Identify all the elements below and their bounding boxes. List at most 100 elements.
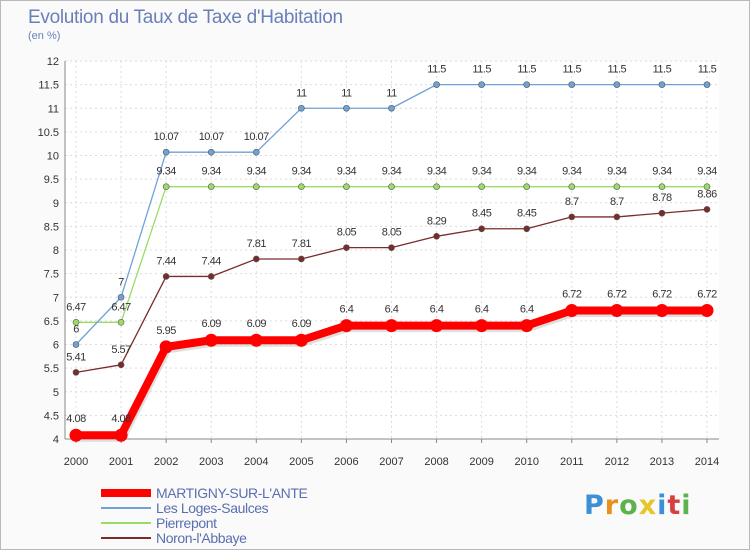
data-label: 8.45 [472,208,492,220]
data-label: 5.57 [111,344,131,356]
data-label: 6.47 [111,301,131,313]
x-tick-label: 2014 [695,456,719,468]
data-point [343,104,350,112]
data-label: 11 [341,87,352,99]
data-label: 11.5 [608,64,627,76]
x-tick-label: 2006 [334,456,358,468]
legend-swatch [101,536,151,539]
x-tick-label: 2003 [199,456,223,468]
data-label: 5.41 [66,351,86,363]
data-point [613,183,621,190]
axis-layer: 4 4.5 5 5.5 6 6.5 7 7.5 8 8.5 9 9.5 10 10.5 11 11.5 12 20… [38,56,720,468]
data-label: 10.07 [154,131,179,143]
data-point [703,81,711,88]
data-point [385,319,398,333]
y-tick-label: 8 [53,245,59,257]
y-tick-label: 11 [48,103,59,115]
data-label: 9.34 [156,166,176,178]
data-point [478,81,485,88]
x-tick-label: 2010 [514,456,538,468]
data-point [433,232,440,240]
legend-swatch [101,488,151,497]
y-tick-label: 11.5 [38,80,59,92]
data-point [613,81,621,88]
data-point [388,183,395,190]
y-tick-label: 4.5 [44,410,59,422]
legend-label: Les Loges-Saulces [156,499,269,516]
legend-label: MARTIGNY-SUR-L'ANTE [156,484,308,501]
data-point [520,319,534,333]
data-label: 6.09 [202,318,222,330]
data-point [252,255,260,263]
x-tick-label: 2000 [64,456,88,468]
logo-letter: P [584,490,605,521]
data-point [658,81,666,88]
data-label: 9.34 [697,166,717,178]
legend-label: Pierrepont [156,514,217,531]
data-label: 9.34 [247,166,267,178]
data-label: 10.07 [244,131,269,143]
data-label: 9.34 [517,166,537,178]
y-tick-label: 10 [47,151,59,163]
data-point [613,213,621,221]
data-label: 11.5 [562,64,581,76]
data-point [388,244,395,251]
data-label: 8.86 [697,188,717,200]
data-point [475,319,489,333]
data-point [159,340,173,354]
data-point [298,104,305,112]
data-label: 8.05 [337,227,357,239]
x-tick-label: 2002 [154,456,178,468]
data-point [294,333,308,347]
data-point [117,361,125,369]
data-label: 11.5 [698,64,717,76]
data-point [207,273,215,280]
data-label-layer: 4.08 4.08 5.95 6.09 6.09 6.09 6.4 6.4 6.4 6.4 6.4 6… [66,64,717,426]
data-label: 5.95 [156,325,176,337]
data-point [117,293,125,301]
data-point [523,225,531,233]
data-label: 6.09 [292,318,312,330]
data-label: 11.5 [472,64,491,76]
proxiti-logo: Proxiti [584,490,692,521]
data-point [72,341,80,348]
y-tick-label: 5 [53,387,59,399]
data-label: 9.34 [562,166,582,178]
data-point [162,273,170,280]
data-point [69,428,83,442]
data-point [565,303,579,317]
data-label: 4.08 [66,413,86,425]
data-label: 6.4 [475,304,489,316]
data-point [207,148,215,156]
data-label: 4.08 [111,413,131,425]
data-point [658,209,666,217]
data-point [162,183,170,190]
data-label: 8.29 [427,215,447,227]
y-tick-label: 12 [47,56,59,68]
data-point [523,183,531,190]
data-label: 6.4 [385,304,399,316]
data-label: 6.72 [697,288,717,300]
y-tick-label: 9 [53,198,59,210]
y-tick-label: 6.5 [44,316,59,328]
data-point [568,213,576,221]
logo-letter: i [657,490,668,521]
data-point [658,183,666,190]
logo-letter: i [681,490,692,521]
x-tick-label: 2008 [424,456,448,468]
data-label: 7.44 [156,255,176,267]
legend-label: Noron-l'Abbaye [156,529,247,546]
data-label: 7 [118,276,124,288]
legend-item: Pierrepont [101,514,307,531]
legend-swatch [101,506,151,509]
x-tick-label: 2007 [379,456,403,468]
legend-item: MARTIGNY-SUR-L'ANTE [101,484,308,501]
data-point [252,183,260,190]
data-point [703,183,711,190]
data-label: 11.5 [517,64,536,76]
y-tick-label: 7 [53,292,59,304]
legend: MARTIGNY-SUR-L'ANTE Les Loges-Saulces Pier… [101,484,308,546]
data-label: 7.81 [247,238,267,250]
y-tick-label: 10.5 [38,127,59,139]
